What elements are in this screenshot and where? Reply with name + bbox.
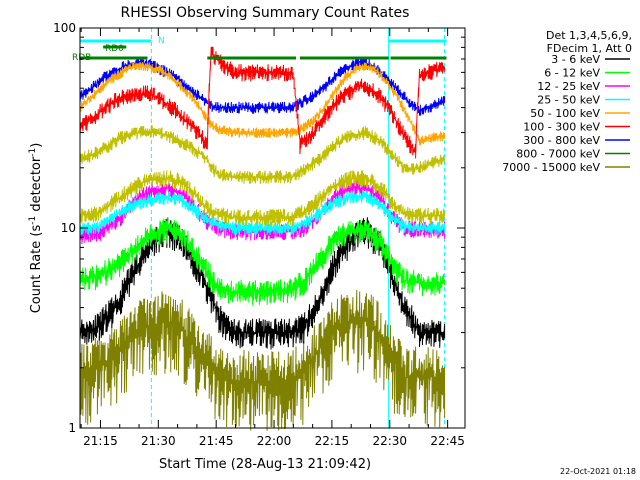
series-trace-0	[79, 217, 446, 350]
x-tick-label: 22:45	[430, 434, 465, 448]
x-axis-label: Start Time (28-Aug-13 21:09:42)	[159, 457, 371, 472]
attenuator-band-lower	[79, 170, 446, 227]
series-trace-8	[79, 289, 446, 431]
series-trace-2	[79, 179, 446, 245]
legend-label: 3 - 6 keV	[551, 53, 600, 66]
flag-label-n: N	[158, 36, 165, 46]
x-tick-label: 21:30	[141, 434, 176, 448]
series-trace-3	[79, 190, 446, 236]
flag-label-rdb: RDB	[72, 53, 91, 63]
x-tick-label: 21:45	[199, 434, 234, 448]
attenuator-band-upper	[79, 125, 446, 185]
flag-label-rd0: RD0	[105, 44, 124, 54]
legend-label: 800 - 7000 keV	[516, 148, 600, 161]
legend-label: 25 - 50 keV	[537, 94, 600, 107]
legend-label: 50 - 100 keV	[530, 107, 600, 120]
legend-label: 6 - 12 keV	[544, 67, 600, 80]
y-tick-label: 10	[61, 221, 76, 235]
series-trace-5	[79, 46, 446, 159]
plot-area: N RD0 RDB	[72, 28, 447, 431]
legend-header-line: FDecim 1, Att 0	[547, 42, 632, 55]
legend-label: 300 - 800 keV	[523, 134, 600, 147]
series-trace-1	[79, 217, 446, 306]
x-tick-label: 21:15	[83, 434, 118, 448]
legend-label: 100 - 300 keV	[523, 121, 600, 134]
legend: Det 1,3,4,5,6,9,FDecim 1, Att 03 - 6 keV…	[502, 29, 632, 174]
x-tick-label: 22:30	[372, 434, 407, 448]
series-trace-4	[79, 61, 446, 146]
legend-header-line: Det 1,3,4,5,6,9,	[546, 29, 632, 42]
chart-title: RHESSI Observing Summary Count Rates	[121, 5, 410, 21]
legend-label: 7000 - 15000 keV	[502, 161, 600, 174]
axes: 1 10 100 21:15 21:30 21:45 22:00 22:15 22:30 22:4…	[53, 21, 466, 448]
x-tick-label: 22:15	[315, 434, 350, 448]
legend-label: 12 - 25 keV	[537, 80, 600, 93]
generation-timestamp: 22-Oct-2021 01:18	[560, 467, 636, 476]
y-tick-label: 100	[53, 21, 76, 35]
y-axis-label: Count Rate (s-1 detector-1)	[28, 143, 44, 314]
x-tick-label: 22:00	[257, 434, 292, 448]
y-tick-label: 1	[68, 421, 76, 435]
